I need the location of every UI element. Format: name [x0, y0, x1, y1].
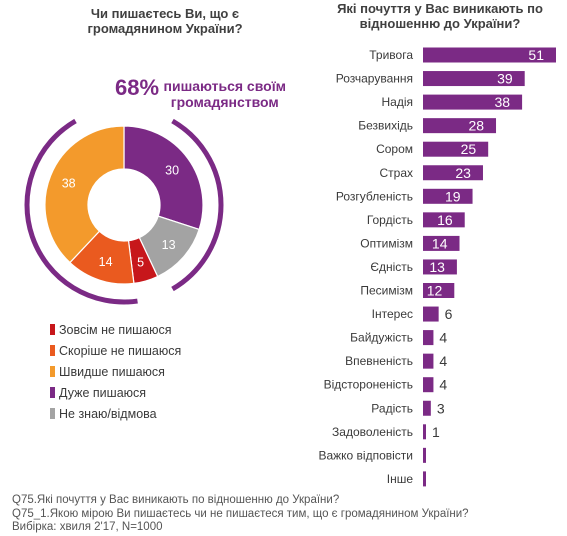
bar-value-label: 12 [427, 283, 443, 299]
bar-category-label: Впевненість [345, 354, 413, 368]
bar-category-label: Інше [387, 472, 414, 486]
bar-category-label: Песимізм [360, 284, 413, 298]
donut-slice-label: 30 [165, 164, 179, 178]
bar [423, 283, 455, 298]
bar [423, 259, 457, 275]
bar-category-label: Безвихідь [358, 119, 413, 133]
bar [423, 235, 460, 251]
headline-text-line1: пишаються своїм [163, 78, 287, 94]
bar-value-label: 28 [468, 118, 484, 134]
bar-value-label: 4 [439, 377, 447, 393]
bar-value-label: 19 [445, 188, 461, 204]
bar-value-label: 25 [461, 141, 477, 157]
footnotes: Q75.Які почуття у Вас виникають по відно… [12, 494, 469, 535]
legend-label: Дуже пишаюся [59, 385, 147, 400]
legend-label: Зовсім не пишаюся [59, 322, 172, 337]
bar-category-label: Радість [371, 401, 413, 415]
donut-legend: Зовсім не пишаюся Скоріше не пишаюся Швидш… [50, 319, 181, 424]
legend-swatch [50, 387, 55, 398]
legend-item: Не знаю/відмова [50, 403, 181, 424]
bar-category-label: Байдужість [350, 331, 413, 345]
bar [423, 400, 431, 416]
bar [423, 353, 434, 369]
headline-text: пишаються своїм громадянством [164, 78, 287, 110]
bar-category-label: Задоволеність [332, 425, 413, 439]
bar-value-label: 1 [432, 424, 440, 440]
bar [423, 306, 439, 322]
right-chart-title: Які почуття у Вас виникають по відношенн… [337, 1, 543, 31]
bar-category-label: Страх [379, 166, 413, 180]
bar-category-label: Розчарування [336, 72, 413, 86]
donut-slice-label: 14 [99, 255, 113, 269]
legend-item: Дуже пишаюся [50, 382, 181, 403]
legend-label: Швидше пишаюся [59, 364, 165, 379]
legend-item: Скоріше не пишаюся [50, 340, 181, 361]
donut-slice-label: 38 [62, 177, 76, 191]
legend-label: Скоріше не пишаюся [59, 343, 182, 358]
bar-value-label: 4 [439, 353, 447, 369]
bar-category-label: Розгубленість [336, 189, 413, 203]
bar-value-label: 23 [455, 165, 471, 181]
bar-value-label: 51 [528, 47, 544, 63]
bar-category-label: Інтерес [372, 307, 413, 321]
donut-slice-label: 5 [137, 256, 144, 270]
bar [423, 377, 434, 393]
bar-category-label: Надія [381, 95, 413, 109]
legend-item: Швидше пишаюся [50, 361, 181, 382]
legend-swatch [50, 366, 55, 377]
bar [423, 188, 473, 204]
donut-slice [123, 125, 204, 231]
bar [423, 94, 523, 110]
bar [423, 165, 483, 181]
bar-value-label: 4 [439, 330, 447, 346]
bar-category-label: Єдність [370, 260, 413, 274]
donut-slice [44, 125, 125, 264]
bar [423, 212, 465, 228]
bar-value-label: 3 [437, 400, 445, 416]
bar-category-label: Важко відповісти [318, 448, 413, 462]
bar [423, 47, 556, 63]
footnote-q75: Q75.Які почуття у Вас виникають по відно… [12, 494, 340, 506]
bar-value-label: 38 [495, 94, 511, 110]
bar-value-label: 39 [497, 71, 513, 87]
donut-slice-label: 13 [162, 238, 176, 252]
legend-swatch [50, 345, 55, 356]
bar-category-label: Тривога [369, 48, 413, 62]
legend-swatch [50, 408, 55, 419]
legend-swatch [50, 324, 55, 335]
legend-item: Зовсім не пишаюся [50, 319, 181, 340]
legend-label: Не знаю/відмова [59, 406, 157, 421]
bar [423, 471, 426, 487]
bar-category-label: Відстороненість [324, 378, 413, 392]
outer-arc-left [24, 118, 138, 305]
bar-category-label: Сором [376, 142, 413, 156]
bar [423, 447, 426, 463]
footnote-q75-1: Q75_1.Якою мірою Ви пишаєтесь чи не пиша… [12, 507, 469, 520]
bar [423, 118, 497, 134]
bar-category-label: Оптимізм [360, 236, 413, 250]
bar [423, 424, 426, 440]
bar [423, 71, 525, 87]
bar-value-label: 14 [432, 235, 448, 251]
headline-percent: 68% [115, 75, 160, 100]
outer-arc-right [171, 118, 224, 292]
footnote-sample: Вибірка: хвиля 2'17, N=1000 [12, 521, 163, 533]
bar-value-label: 6 [445, 306, 453, 322]
bar-value-label: 16 [437, 212, 453, 228]
bar [423, 141, 489, 157]
bar [423, 330, 434, 346]
left-chart-title: Чи пишаєтесь Ви, що є громадянином Украї… [87, 6, 243, 36]
bar-value-label: 13 [429, 259, 445, 275]
bar-category-label: Гордість [367, 213, 413, 227]
headline-text-line2: громадянством [170, 94, 279, 110]
proud-headline: 68% пишаються своїм громадянством [115, 75, 286, 110]
